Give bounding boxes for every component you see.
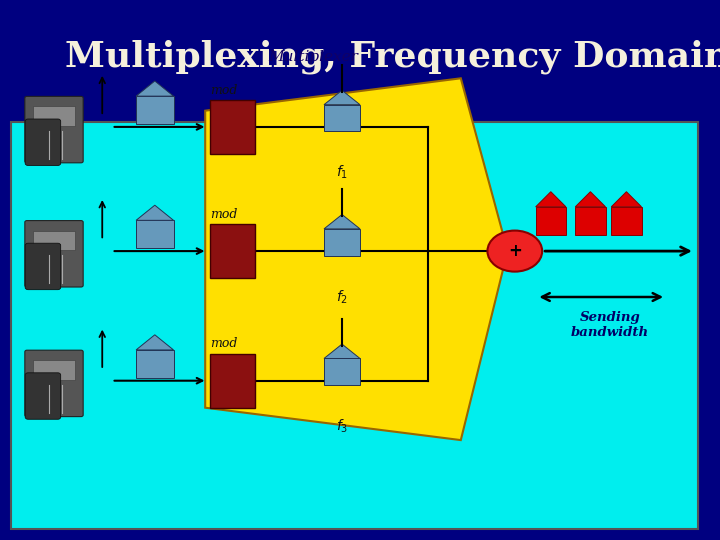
Text: Multiplexing, Frequency Domain: Multiplexing, Frequency Domain (65, 39, 720, 74)
Bar (136, 350, 174, 378)
Bar (324, 105, 360, 131)
Text: $f_2$: $f_2$ (336, 288, 348, 306)
Text: mod: mod (210, 338, 238, 350)
FancyBboxPatch shape (25, 119, 60, 165)
Bar (324, 359, 360, 385)
FancyBboxPatch shape (25, 373, 60, 419)
Polygon shape (136, 205, 174, 220)
Bar (575, 207, 606, 235)
Bar (210, 224, 255, 278)
Bar (11, 122, 698, 529)
Circle shape (487, 231, 542, 272)
Bar (324, 229, 360, 255)
FancyBboxPatch shape (24, 220, 84, 287)
Bar (536, 207, 566, 235)
Polygon shape (536, 192, 566, 207)
Bar (210, 354, 255, 408)
Bar (136, 220, 174, 248)
Text: +: + (508, 242, 522, 260)
Polygon shape (324, 90, 360, 105)
Polygon shape (136, 335, 174, 350)
Bar (33, 231, 75, 251)
Bar (33, 360, 75, 380)
Polygon shape (324, 214, 360, 229)
Text: Multiplexer: Multiplexer (269, 50, 358, 64)
Text: $f_3$: $f_3$ (336, 418, 348, 435)
Polygon shape (205, 78, 508, 440)
Text: mod: mod (210, 84, 238, 97)
Polygon shape (324, 344, 360, 359)
FancyBboxPatch shape (25, 243, 60, 289)
Text: Sending
bandwidth: Sending bandwidth (571, 310, 649, 339)
Bar (136, 96, 174, 124)
Bar (33, 106, 75, 126)
Text: mod: mod (210, 208, 238, 221)
FancyBboxPatch shape (24, 96, 84, 163)
Polygon shape (136, 81, 174, 96)
Polygon shape (611, 192, 642, 207)
FancyBboxPatch shape (24, 350, 84, 417)
Bar (210, 100, 255, 154)
Text: $f_1$: $f_1$ (336, 164, 348, 181)
Bar (611, 207, 642, 235)
Polygon shape (575, 192, 606, 207)
